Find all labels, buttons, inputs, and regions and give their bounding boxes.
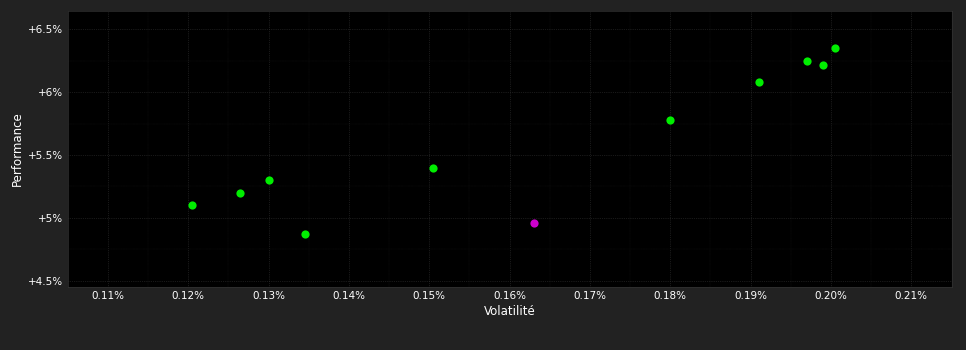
Point	[185, 203, 200, 208]
Point	[827, 46, 842, 51]
Point	[799, 58, 814, 64]
Point	[526, 220, 541, 226]
Point	[297, 231, 312, 236]
Point	[815, 62, 831, 67]
Point	[751, 79, 766, 85]
Point	[261, 177, 276, 183]
Y-axis label: Performance: Performance	[12, 111, 24, 186]
X-axis label: Volatilité: Volatilité	[484, 305, 535, 318]
Point	[663, 117, 678, 122]
Point	[425, 165, 440, 170]
Point	[233, 190, 248, 196]
